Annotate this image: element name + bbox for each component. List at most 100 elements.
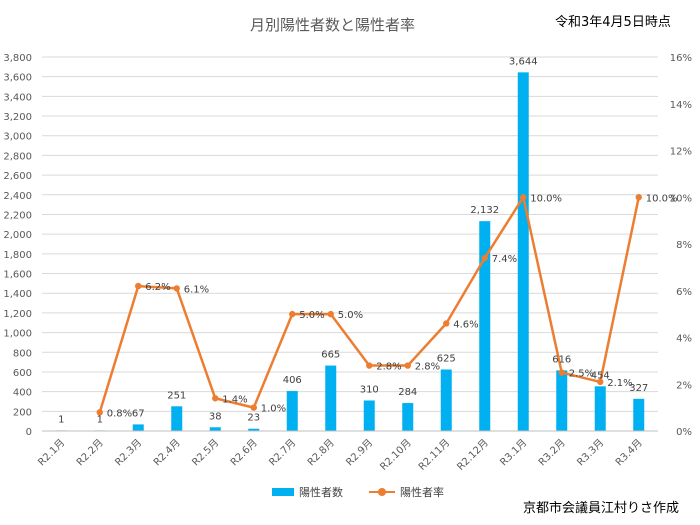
y-right-tick-label: 0% [676, 427, 692, 438]
line-data-label: 2.5% [569, 369, 594, 380]
bar [594, 386, 606, 431]
line-point [289, 310, 296, 318]
y-left-tick-label: 1,000 [3, 329, 32, 340]
bar-data-label: 1 [58, 414, 64, 425]
bar-data-label: 454 [591, 370, 610, 381]
line-data-label: 1.4% [222, 394, 247, 405]
x-tick-label: R2.7月 [267, 437, 299, 469]
line-point [212, 395, 219, 402]
bar-data-label: 665 [321, 350, 340, 361]
line-point [443, 320, 450, 327]
x-tick-label: R3.3月 [575, 437, 607, 469]
y-left-tick-label: 2,200 [3, 210, 32, 221]
line-data-label: 1.0% [261, 404, 286, 415]
x-tick-label: R2.4月 [151, 437, 183, 469]
x-tick-label: R2.5月 [190, 437, 222, 469]
line-data-label: 4.6% [453, 319, 478, 330]
y-left-tick-label: 200 [13, 407, 32, 418]
x-tick-label: R3.4月 [613, 437, 645, 469]
y-left-tick-label: 3,600 [3, 73, 32, 84]
y-right-tick-label: 6% [676, 287, 692, 298]
y-left-tick-label: 3,200 [3, 112, 32, 123]
line-data-label: 10.0% [530, 193, 562, 204]
y-left-tick-label: 0 [26, 427, 32, 438]
x-tick-label: R2.1月 [36, 437, 68, 469]
legend-item-bar: 陽性者数 [272, 484, 343, 500]
bar [633, 398, 645, 431]
y-right-tick-label: 12% [670, 147, 692, 158]
y-left-tick-label: 2,800 [3, 151, 32, 162]
line-point [404, 362, 411, 369]
y-left-tick-label: 3,000 [3, 132, 32, 143]
bar [286, 391, 298, 431]
chart-title: 月別陽性者数と陽性者率 [250, 16, 416, 34]
y-left-tick-label: 400 [13, 388, 32, 399]
x-tick-label: R2.9月 [344, 437, 376, 469]
line-series [96, 194, 642, 416]
line-data-label: 5.0% [299, 310, 324, 321]
line-point [558, 369, 565, 376]
line-point [635, 194, 642, 201]
y-axis-left: 0 200 400 600 800 1,000 1,200 1,400 1,600 1,800 2,… [3, 53, 32, 438]
line-data-label: 2.1% [607, 378, 632, 389]
y-right-tick-label: 4% [676, 334, 692, 345]
x-tick-label: R2.3月 [113, 437, 145, 469]
y-left-tick-label: 800 [13, 348, 32, 359]
date-note: 令和3年4月5日時点 [555, 15, 671, 30]
y-right-tick-label: 16% [670, 53, 692, 64]
bar-data-label: 284 [398, 387, 417, 398]
y-axis-right: 0% 2% 4% 6% 8% 10% 12% 14% 16% [670, 53, 692, 438]
y-left-tick-label: 1,800 [3, 250, 32, 261]
bar [556, 370, 568, 431]
y-left-tick-label: 3,800 [3, 53, 32, 64]
line-point [135, 282, 142, 290]
line-data-label: 7.4% [492, 254, 517, 265]
bar-data-label: 327 [629, 383, 648, 394]
x-tick-label: R3.2月 [536, 437, 568, 469]
bar-data-label: 3,644 [509, 56, 538, 67]
y-right-tick-label: 14% [670, 100, 692, 111]
line-data-labels: 0.8% 6.2% 6.1% 1.4% 1.0% 5.0% 5.0% 2.8% 2.8% 4.6%… [107, 193, 678, 419]
bar [325, 365, 337, 431]
x-axis: R2.1月 R2.2月 R2.3月 R2.4月 R2.5月 R2.6月 R2.7月 R2.8月… [36, 430, 658, 473]
y-left-tick-label: 2,000 [3, 230, 32, 241]
line-data-label: 2.8% [376, 362, 401, 373]
bar-series [55, 72, 645, 431]
author-credit: 京都市会議員江村りさ作成 [523, 501, 680, 516]
bar [171, 406, 183, 431]
y-left-tick-label: 600 [13, 368, 32, 379]
legend-item-line: 陽性者率 [369, 484, 444, 500]
y-right-tick-label: 10% [670, 193, 692, 204]
legend: 陽性者数 陽性者率 [272, 484, 470, 500]
y-right-tick-label: 2% [676, 380, 692, 391]
line-point [366, 362, 373, 369]
bar-data-label: 251 [167, 390, 186, 401]
y-left-tick-label: 1,200 [3, 309, 32, 320]
line-point [481, 254, 488, 262]
y-left-tick-label: 3,400 [3, 92, 32, 103]
y-left-tick-label: 2,400 [3, 191, 32, 202]
bar-data-label: 38 [209, 411, 222, 422]
gridlines [42, 56, 658, 432]
bar [132, 424, 144, 431]
line-point [327, 310, 334, 318]
line-point [173, 285, 180, 292]
x-tick-label: R3.1月 [498, 437, 530, 469]
x-tick-label: R2.12月 [455, 437, 491, 473]
line-data-label: 2.8% [415, 362, 440, 373]
y-left-tick-label: 1,600 [3, 270, 32, 281]
bar [440, 369, 452, 431]
y-left-tick-label: 1,400 [3, 289, 32, 300]
line-data-label: 5.0% [338, 310, 363, 321]
x-tick-label: R2.2月 [74, 437, 106, 469]
bar-data-labels: 1 1 67 251 38 23 406 665 310 284 625 2,132 3,644 616 4… [58, 56, 648, 425]
bar-data-label: 23 [247, 413, 260, 424]
x-tick-label: R2.10月 [378, 437, 414, 473]
bar [517, 72, 529, 431]
x-tick-label: R2.6月 [228, 437, 260, 469]
bar [248, 428, 260, 431]
line-point [597, 378, 604, 386]
bar-data-label: 67 [132, 408, 145, 419]
